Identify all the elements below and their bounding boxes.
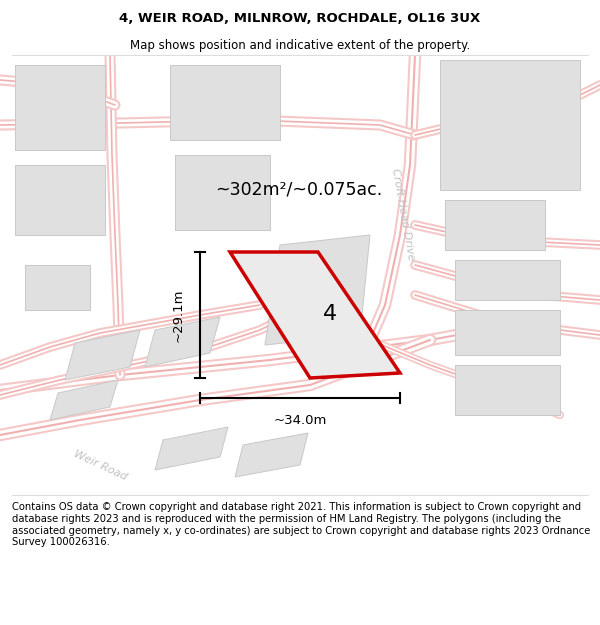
Polygon shape	[15, 165, 105, 235]
Polygon shape	[50, 380, 118, 420]
Polygon shape	[170, 65, 280, 140]
Text: Map shows position and indicative extent of the property.: Map shows position and indicative extent…	[130, 39, 470, 51]
Text: 4, WEIR ROAD, MILNROW, ROCHDALE, OL16 3UX: 4, WEIR ROAD, MILNROW, ROCHDALE, OL16 3U…	[119, 12, 481, 25]
Polygon shape	[15, 65, 105, 150]
Polygon shape	[25, 265, 90, 310]
Polygon shape	[155, 427, 228, 470]
Polygon shape	[455, 260, 560, 300]
Polygon shape	[455, 310, 560, 355]
Text: Croft Head Drive: Croft Head Drive	[390, 168, 416, 262]
Polygon shape	[230, 252, 400, 378]
Polygon shape	[445, 200, 545, 250]
Polygon shape	[145, 317, 220, 367]
Text: ~302m²/~0.075ac.: ~302m²/~0.075ac.	[215, 181, 382, 199]
Text: Weir Road: Weir Road	[72, 448, 128, 482]
Text: ~34.0m: ~34.0m	[274, 414, 326, 426]
Polygon shape	[65, 330, 140, 380]
Polygon shape	[265, 235, 370, 345]
Polygon shape	[235, 433, 308, 477]
Text: Weir Road: Weir Road	[301, 345, 359, 365]
Text: ~29.1m: ~29.1m	[172, 288, 185, 342]
Text: 4: 4	[322, 304, 337, 324]
Polygon shape	[455, 365, 560, 415]
Polygon shape	[175, 155, 270, 230]
Text: Contains OS data © Crown copyright and database right 2021. This information is : Contains OS data © Crown copyright and d…	[12, 503, 590, 548]
Polygon shape	[440, 60, 580, 190]
